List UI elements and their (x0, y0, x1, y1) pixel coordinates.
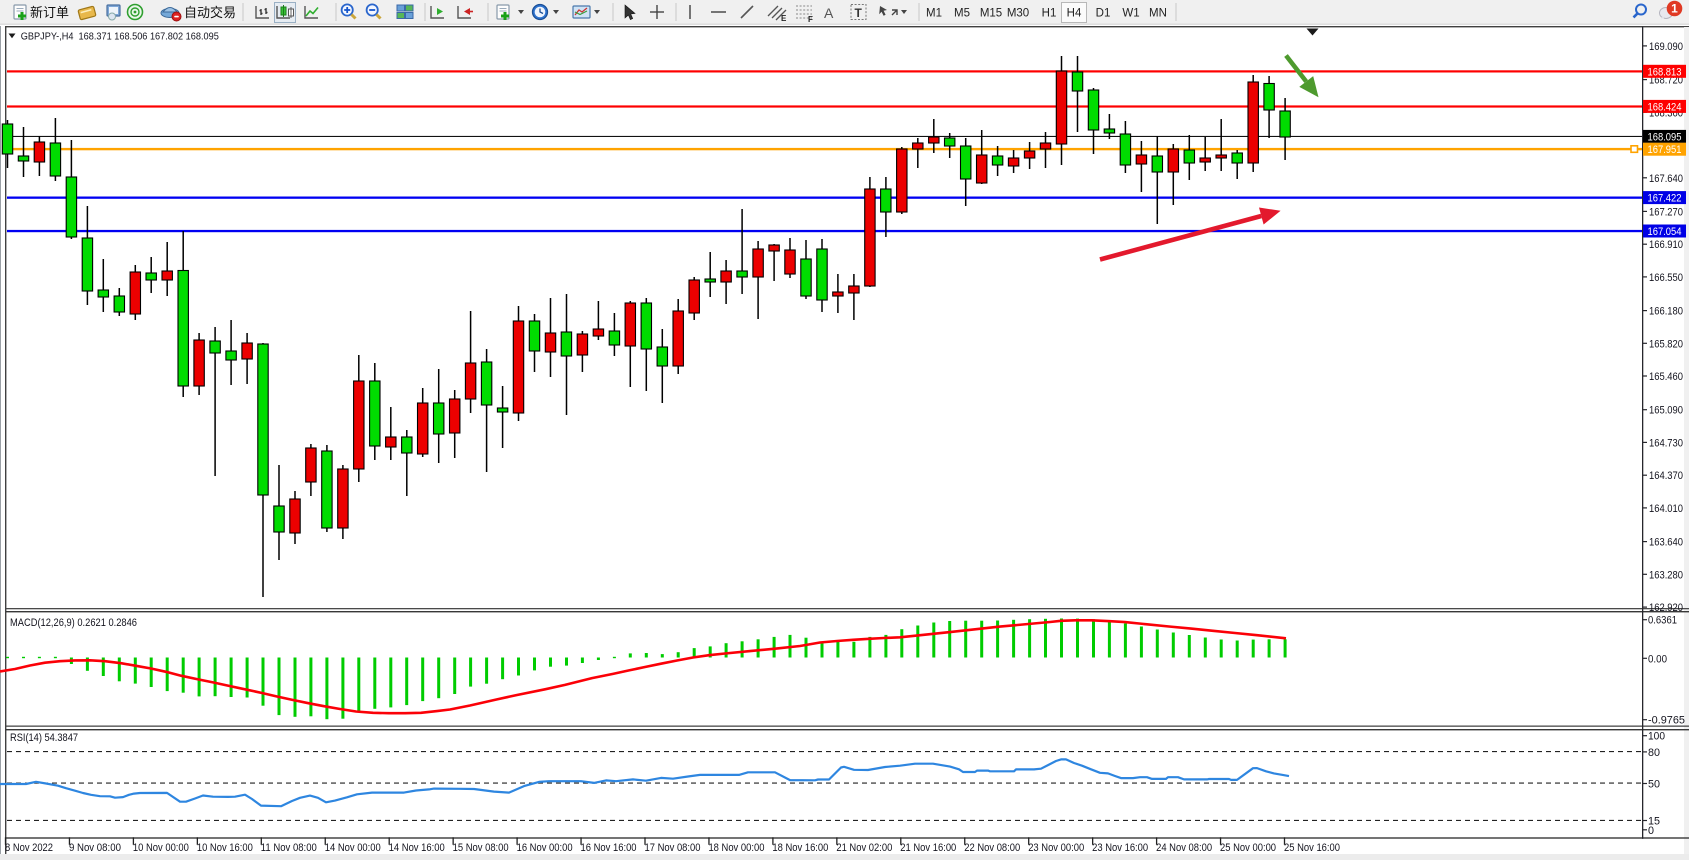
svg-text:15 Nov 08:00: 15 Nov 08:00 (453, 842, 509, 854)
svg-text:M1: M1 (926, 8, 942, 20)
svg-text:166.180: 166.180 (1649, 306, 1683, 318)
svg-text:10 Nov 00:00: 10 Nov 00:00 (133, 842, 189, 854)
svg-text:11 Nov 08:00: 11 Nov 08:00 (261, 842, 317, 854)
svg-text:169.090: 169.090 (1649, 41, 1683, 53)
svg-text:MN: MN (1149, 8, 1167, 20)
svg-text:168.813: 168.813 (1648, 66, 1682, 78)
svg-text:GBPJPY-,H4 168.371 168.506 16: GBPJPY-,H4 168.371 168.506 167.802 168.0… (21, 31, 219, 43)
svg-text:162.920: 162.920 (1649, 602, 1683, 614)
svg-text:168.424: 168.424 (1648, 101, 1682, 113)
svg-text:17 Nov 08:00: 17 Nov 08:00 (645, 842, 701, 854)
svg-text:W1: W1 (1122, 8, 1139, 20)
svg-text:25 Nov 00:00: 25 Nov 00:00 (1220, 842, 1276, 854)
svg-text:21 Nov 02:00: 21 Nov 02:00 (836, 842, 892, 854)
svg-text:14 Nov 16:00: 14 Nov 16:00 (389, 842, 445, 854)
svg-text:A: A (824, 5, 834, 21)
svg-text:新订单: 新订单 (30, 5, 69, 20)
svg-text:165.090: 165.090 (1649, 405, 1683, 417)
svg-text:163.280: 163.280 (1649, 569, 1683, 581)
svg-text:164.370: 164.370 (1649, 470, 1683, 482)
svg-text:M5: M5 (954, 8, 970, 20)
svg-text:167.270: 167.270 (1649, 206, 1683, 218)
svg-text:0: 0 (1648, 825, 1654, 837)
svg-text:H1: H1 (1042, 8, 1057, 20)
svg-text:E: E (781, 14, 787, 23)
svg-text:1: 1 (1671, 2, 1678, 16)
svg-text:14 Nov 00:00: 14 Nov 00:00 (325, 842, 381, 854)
svg-text:D1: D1 (1096, 8, 1111, 20)
svg-text:80: 80 (1648, 747, 1660, 759)
svg-text:10 Nov 16:00: 10 Nov 16:00 (197, 842, 253, 854)
svg-text:167.422: 167.422 (1648, 193, 1682, 205)
svg-text:164.010: 164.010 (1649, 503, 1683, 515)
svg-text:50: 50 (1648, 779, 1660, 791)
svg-text:165.820: 165.820 (1649, 338, 1683, 350)
svg-text:T: T (855, 6, 863, 20)
svg-text:100: 100 (1648, 731, 1665, 743)
svg-text:167.640: 167.640 (1649, 173, 1683, 185)
svg-text:16 Nov 00:00: 16 Nov 00:00 (517, 842, 573, 854)
svg-text:22 Nov 08:00: 22 Nov 08:00 (964, 842, 1020, 854)
svg-text:21 Nov 16:00: 21 Nov 16:00 (900, 842, 956, 854)
svg-text:M15: M15 (980, 8, 1002, 20)
svg-text:0.6361: 0.6361 (1648, 615, 1677, 627)
svg-text:0.00: 0.00 (1648, 653, 1667, 665)
svg-text:167.951: 167.951 (1648, 144, 1682, 156)
svg-text:自动交易: 自动交易 (184, 5, 236, 20)
svg-text:167.054: 167.054 (1648, 226, 1682, 238)
svg-text:168.095: 168.095 (1648, 131, 1682, 143)
svg-text:15: 15 (1648, 816, 1660, 828)
svg-text:25 Nov 16:00: 25 Nov 16:00 (1284, 842, 1340, 854)
svg-text:MACD(12,26,9) 0.2621 0.2846: MACD(12,26,9) 0.2621 0.2846 (10, 617, 137, 629)
svg-text:9 Nov 08:00: 9 Nov 08:00 (69, 842, 121, 854)
svg-text:163.640: 163.640 (1649, 537, 1683, 549)
svg-text:24 Nov 08:00: 24 Nov 08:00 (1156, 842, 1212, 854)
svg-text:-0.9765: -0.9765 (1648, 715, 1685, 727)
svg-text:164.730: 164.730 (1649, 437, 1683, 449)
svg-text:H4: H4 (1067, 8, 1082, 20)
svg-text:M30: M30 (1007, 8, 1029, 20)
svg-text:F: F (808, 15, 813, 24)
svg-text:18 Nov 16:00: 18 Nov 16:00 (772, 842, 828, 854)
svg-text:166.550: 166.550 (1649, 272, 1683, 284)
svg-text:8 Nov 2022: 8 Nov 2022 (5, 842, 53, 854)
svg-text:RSI(14) 54.3847: RSI(14) 54.3847 (10, 732, 78, 744)
svg-text:23 Nov 16:00: 23 Nov 16:00 (1092, 842, 1148, 854)
svg-text:18 Nov 00:00: 18 Nov 00:00 (708, 842, 764, 854)
svg-text:16 Nov 16:00: 16 Nov 16:00 (581, 842, 637, 854)
svg-text:165.460: 165.460 (1649, 371, 1683, 383)
svg-text:23 Nov 00:00: 23 Nov 00:00 (1028, 842, 1084, 854)
svg-text:166.910: 166.910 (1649, 239, 1683, 251)
